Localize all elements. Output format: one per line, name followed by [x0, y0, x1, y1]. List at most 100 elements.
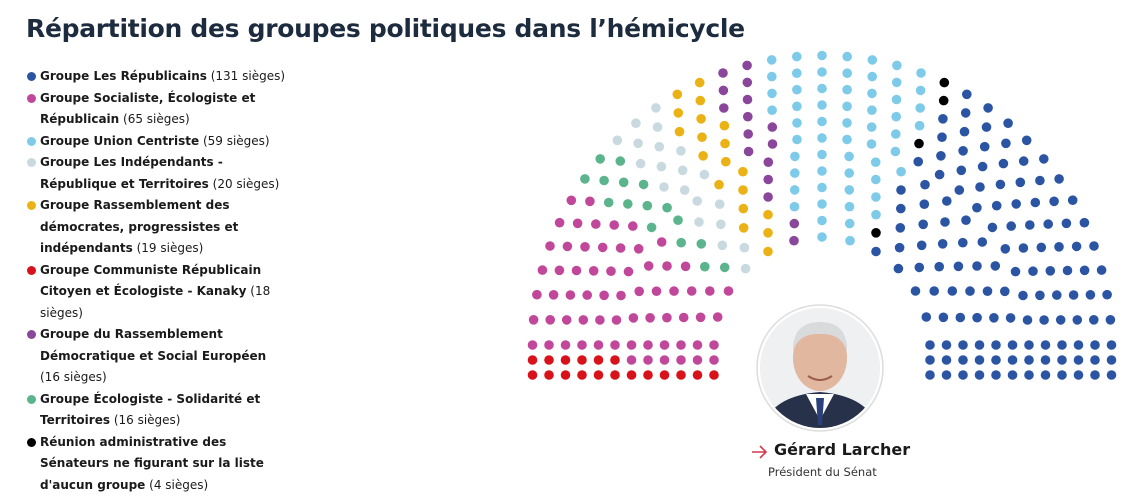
seat [894, 242, 905, 253]
seat [709, 370, 719, 380]
seat [867, 71, 877, 82]
seat [925, 355, 935, 365]
seat [918, 219, 928, 230]
seat [717, 240, 728, 251]
seat [953, 261, 964, 272]
seat [792, 118, 802, 128]
seat [763, 192, 773, 202]
seat [1030, 197, 1041, 208]
seat [916, 68, 926, 78]
legend-value: (19 sièges) [136, 241, 204, 255]
seat [714, 199, 725, 209]
seat [789, 218, 800, 229]
seat [662, 312, 672, 323]
seat [1071, 241, 1082, 252]
seat [792, 101, 802, 112]
seat [593, 355, 604, 365]
seat [915, 103, 925, 113]
seat [1073, 355, 1084, 365]
seat [635, 158, 646, 169]
seat [1000, 286, 1010, 297]
seat [527, 370, 538, 380]
seat [919, 199, 930, 209]
seat [676, 370, 686, 380]
seat [817, 149, 827, 160]
legend: Groupe Les Républicains (131 sièges) Grou… [26, 66, 288, 496]
seat [577, 370, 587, 380]
seat [891, 77, 902, 88]
legend-item: Groupe Écologiste - Solidarité et Territ… [26, 389, 288, 432]
seat [981, 122, 992, 132]
seat [588, 266, 599, 276]
seat [954, 185, 965, 195]
seat [871, 228, 881, 238]
legend-item: Groupe Socialiste, Écologiste et Républi… [26, 88, 288, 131]
seat [763, 246, 773, 257]
seat [577, 355, 587, 365]
seat [789, 235, 799, 246]
seat [767, 71, 777, 82]
seat [1024, 370, 1034, 380]
seat [1055, 315, 1066, 325]
seat [544, 340, 554, 350]
seat [656, 237, 667, 247]
seat [867, 55, 878, 65]
seat [934, 261, 944, 272]
seat [580, 174, 590, 184]
seat [817, 166, 827, 176]
president-role: Président du Sénat [768, 465, 877, 479]
seat [844, 201, 855, 212]
seat [674, 126, 685, 137]
seat [695, 312, 706, 323]
seat [1045, 266, 1056, 276]
legend-label: Groupe Union Centriste [40, 133, 200, 148]
seat [998, 158, 1009, 169]
seat [1021, 135, 1032, 146]
seat [692, 340, 703, 350]
legend-item: Groupe Union Centriste (59 sièges) [26, 131, 288, 153]
seat [962, 89, 972, 100]
seat [643, 340, 653, 350]
seat [611, 315, 622, 325]
seat [817, 100, 827, 110]
seat [1024, 355, 1034, 365]
seat [738, 223, 749, 233]
seat [616, 290, 626, 301]
seat [913, 156, 923, 167]
seat [767, 139, 778, 149]
seat [696, 239, 707, 249]
seat [890, 146, 901, 157]
seat [603, 197, 614, 208]
seat [937, 132, 947, 142]
seat [1003, 118, 1013, 128]
seat [1057, 370, 1067, 380]
legend-value: (59 sièges) [202, 133, 270, 148]
seat [659, 182, 669, 192]
seat [817, 199, 827, 209]
seat [545, 315, 555, 325]
seat [692, 355, 703, 365]
seat [578, 315, 589, 325]
seat [561, 315, 572, 325]
legend-swatch [27, 201, 36, 210]
seat [941, 340, 952, 350]
seat [920, 179, 930, 190]
seat [615, 156, 626, 166]
seat [891, 94, 902, 105]
seat [723, 286, 734, 296]
seat [893, 263, 904, 274]
seat [938, 114, 948, 124]
seat [1062, 265, 1073, 276]
seat [697, 132, 707, 142]
seat [1022, 315, 1033, 325]
seat [896, 166, 906, 177]
seat [896, 203, 906, 214]
seat [974, 340, 985, 350]
seat [1007, 355, 1018, 365]
seat [925, 340, 935, 350]
seat [714, 179, 724, 190]
seat [942, 196, 952, 206]
seat [1061, 218, 1072, 229]
president-name[interactable]: Gérard Larcher [774, 440, 911, 459]
seat [1040, 340, 1051, 350]
